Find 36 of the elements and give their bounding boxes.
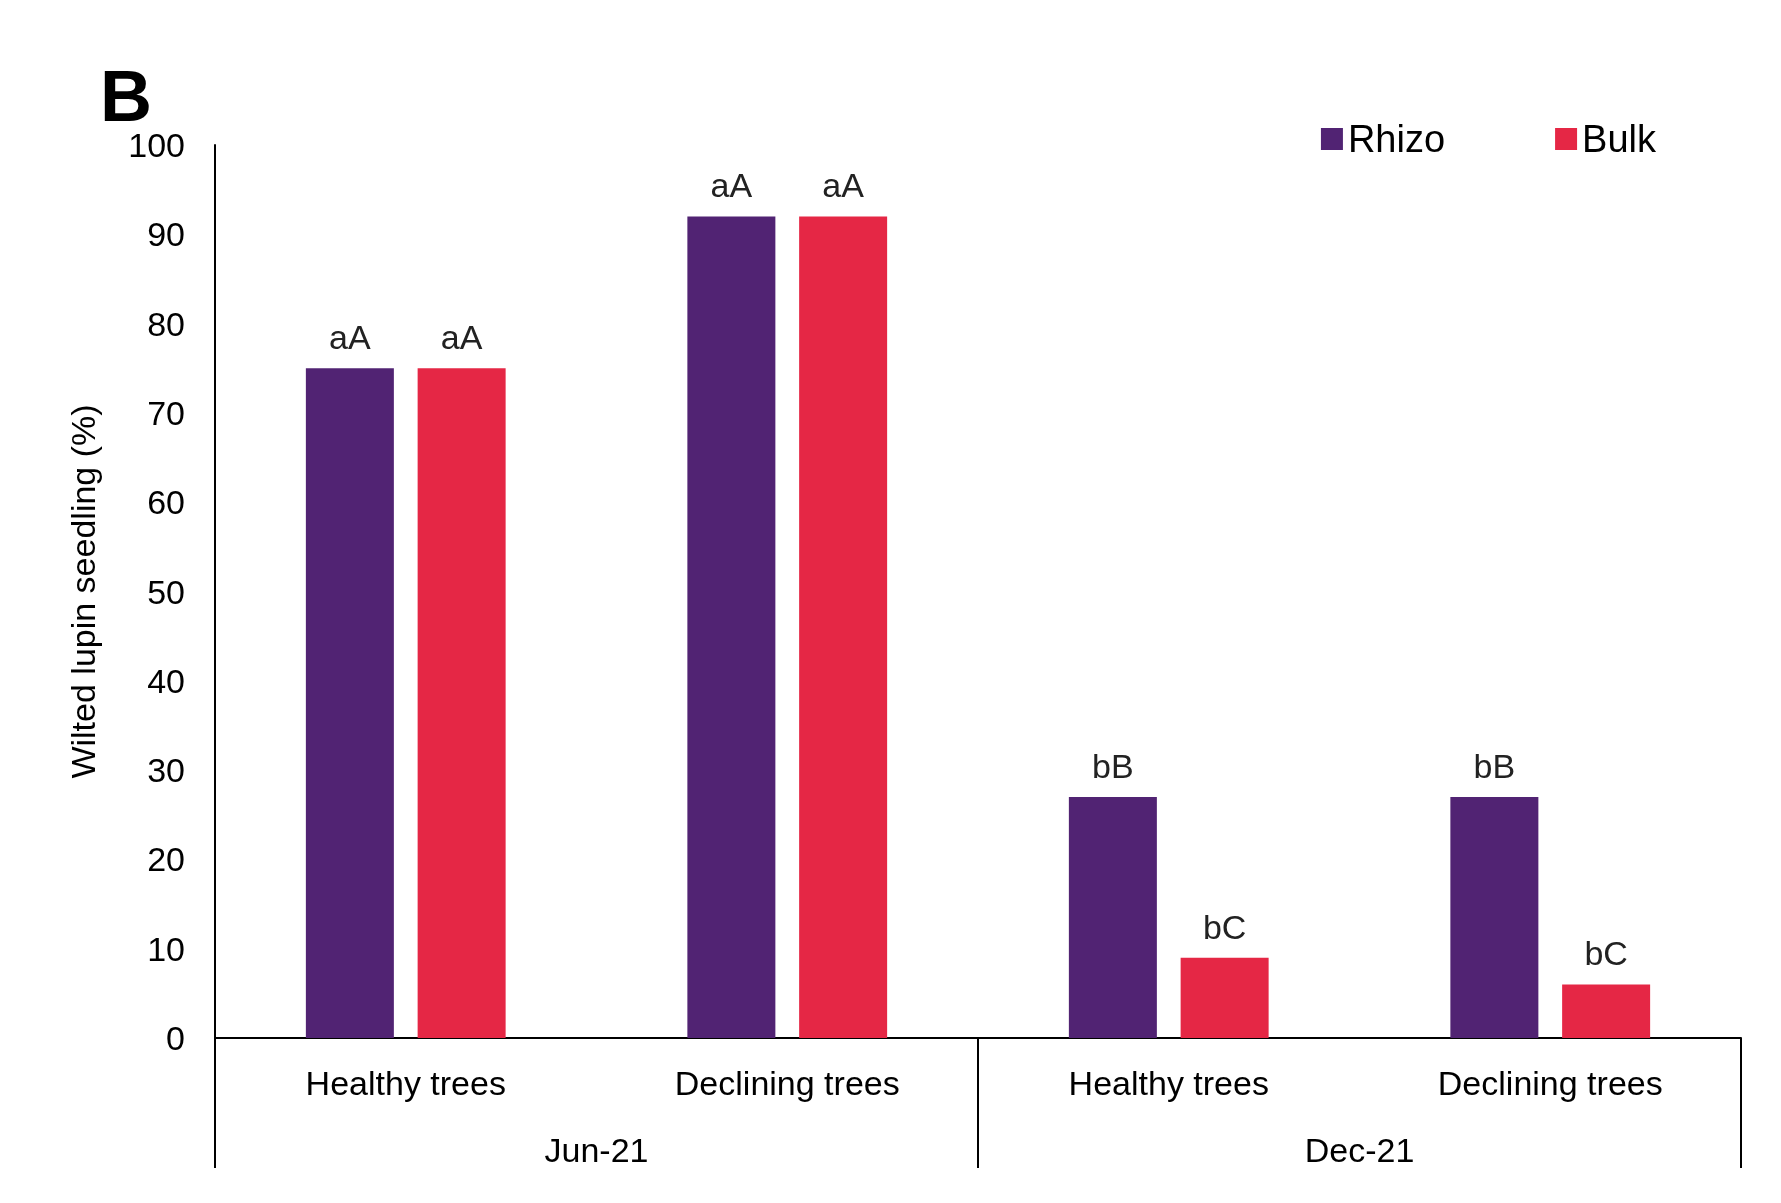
legend-label: Bulk bbox=[1582, 118, 1657, 160]
y-tick-label: 30 bbox=[147, 751, 185, 790]
bar bbox=[1068, 796, 1157, 1038]
text: Jun-21 bbox=[544, 1131, 649, 1169]
bar bbox=[687, 216, 776, 1038]
y-tick-label: 80 bbox=[147, 304, 185, 343]
x-tick-label: Healthy trees bbox=[305, 1064, 506, 1102]
y-tick-label: 0 bbox=[166, 1019, 185, 1057]
data-label: bB bbox=[1092, 746, 1134, 785]
y-tick-label: 20 bbox=[147, 840, 185, 879]
data-label: bC bbox=[1584, 934, 1628, 973]
x-tick-label: Declining trees bbox=[674, 1064, 900, 1102]
bar bbox=[1562, 984, 1651, 1038]
y-tick-label: 70 bbox=[147, 393, 185, 432]
text: Dec-21 bbox=[1304, 1131, 1415, 1169]
data-label: aA bbox=[710, 166, 753, 205]
data-label: bC bbox=[1202, 907, 1247, 946]
y-tick-label: 50 bbox=[147, 572, 185, 611]
data-label: aA bbox=[822, 166, 865, 205]
bar bbox=[799, 216, 888, 1038]
y-tick-label: 90 bbox=[147, 215, 185, 254]
legend-label: Rhizo bbox=[1347, 118, 1446, 160]
bar bbox=[1450, 796, 1539, 1038]
y-tick-label: 10 bbox=[147, 929, 185, 968]
data-label: aA bbox=[440, 318, 483, 357]
y-tick-label: 100 bbox=[128, 126, 185, 164]
y-axis-title: Wilted lupin seedling (%) bbox=[64, 404, 102, 779]
data-label: bB bbox=[1473, 746, 1516, 785]
y-tick-label: 40 bbox=[147, 661, 185, 700]
bar bbox=[417, 368, 506, 1038]
y-tick-label: 60 bbox=[147, 483, 185, 522]
x-tick-label: Declining trees bbox=[1437, 1064, 1663, 1102]
bar bbox=[1180, 957, 1269, 1038]
bar bbox=[305, 368, 394, 1038]
data-label: aA bbox=[329, 318, 371, 357]
x-tick-label: Healthy trees bbox=[1068, 1064, 1269, 1102]
